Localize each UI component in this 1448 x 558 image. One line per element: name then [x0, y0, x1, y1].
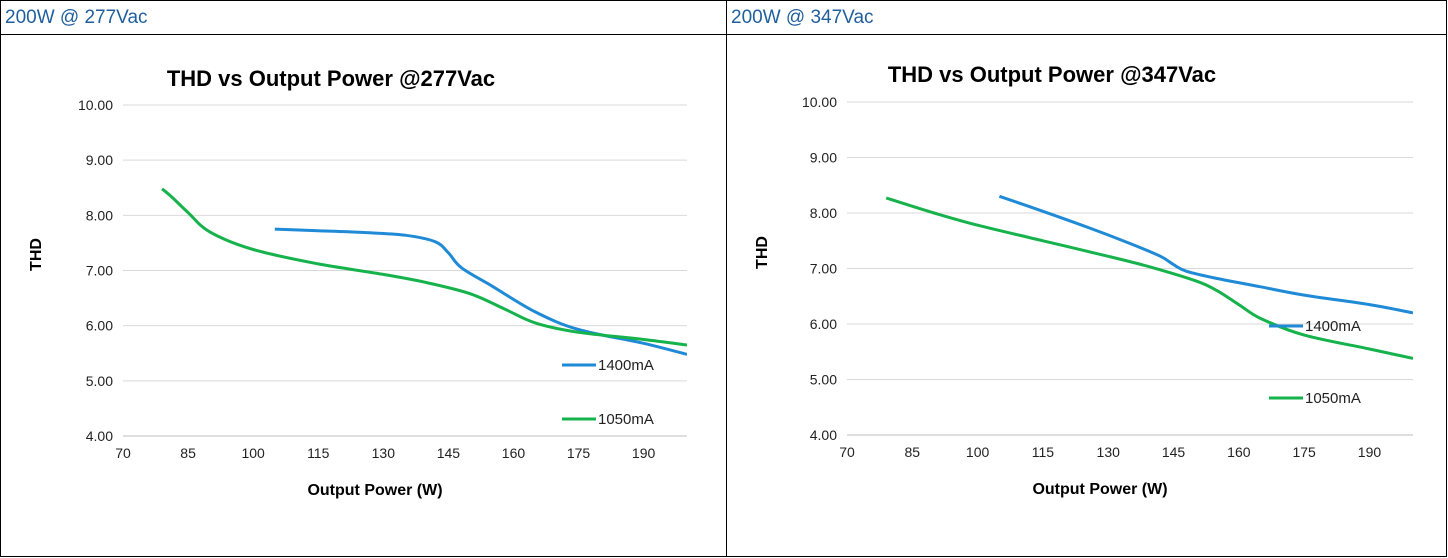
series-line-1400mA — [274, 227, 687, 356]
x-tick-label: 160 — [502, 445, 526, 461]
legend-label: 1050mA — [598, 411, 654, 428]
chart-thd-277vac: THD vs Output Power @277Vac 4.00 5.00 6.00 7… — [28, 66, 687, 499]
x-tick-label: 175 — [1292, 444, 1316, 460]
y-tick-label: 6.00 — [86, 318, 113, 334]
legend-label: 1400mA — [1305, 318, 1361, 335]
series-line-1050mA — [161, 187, 687, 347]
chart-title: THD vs Output Power @347Vac — [888, 62, 1216, 87]
cell-header-right: 200W @ 347Vac — [727, 1, 1447, 35]
y-tick-label: 10.00 — [802, 94, 837, 110]
x-tick-label: 115 — [1032, 444, 1055, 460]
x-tick-label: 85 — [905, 444, 921, 460]
y-tick-label: 9.00 — [810, 150, 837, 166]
x-tick-label: 160 — [1227, 444, 1251, 460]
x-tick-label: 115 — [307, 445, 330, 461]
x-tick-label: 70 — [839, 444, 855, 460]
chart-thd-347vac: THD vs Output Power @347Vac 4.00 5.00 6.00 7… — [754, 62, 1413, 498]
cell-left: 200W @ 277Vac THD vs Output Power @277Va… — [1, 1, 727, 556]
y-tick-label: 7.00 — [810, 261, 837, 277]
y-tick-label: 10.00 — [78, 97, 113, 113]
x-tick-label: 70 — [115, 445, 131, 461]
chart-title: THD vs Output Power @277Vac — [167, 66, 495, 91]
y-tick-label: 4.00 — [86, 428, 113, 444]
y-tick-label: 8.00 — [810, 205, 837, 221]
legend-label: 1050mA — [1305, 390, 1361, 407]
x-tick-label: 190 — [632, 445, 656, 461]
y-tick-label: 8.00 — [86, 207, 113, 223]
legend-label: 1400mA — [598, 357, 654, 374]
y-tick-label: 7.00 — [86, 263, 113, 279]
x-tick-label: 175 — [567, 445, 591, 461]
x-axis-label: Output Power (W) — [307, 482, 442, 499]
series-line-1050mA — [885, 196, 1413, 360]
y-tick-label: 9.00 — [86, 152, 113, 168]
y-tick-label: 4.00 — [810, 427, 837, 443]
cell-header-left: 200W @ 277Vac — [1, 1, 726, 35]
y-tick-label: 6.00 — [810, 316, 837, 332]
y-axis-label: THD — [754, 236, 771, 269]
x-tick-label: 85 — [180, 445, 196, 461]
y-tick-label: 5.00 — [86, 373, 113, 389]
x-axis-label: Output Power (W) — [1032, 481, 1167, 498]
x-tick-label: 145 — [437, 445, 461, 461]
y-axis-label: THD — [28, 238, 45, 271]
x-tick-label: 100 — [241, 445, 265, 461]
cell-right: 200W @ 347Vac THD vs Output Power @347Va… — [727, 1, 1447, 556]
x-tick-label: 190 — [1358, 444, 1382, 460]
x-tick-label: 145 — [1162, 444, 1186, 460]
x-tick-label: 130 — [1097, 444, 1121, 460]
x-tick-label: 100 — [966, 444, 990, 460]
x-tick-label: 130 — [372, 445, 396, 461]
series-line-1400mA — [998, 194, 1413, 315]
y-tick-label: 5.00 — [810, 372, 837, 388]
